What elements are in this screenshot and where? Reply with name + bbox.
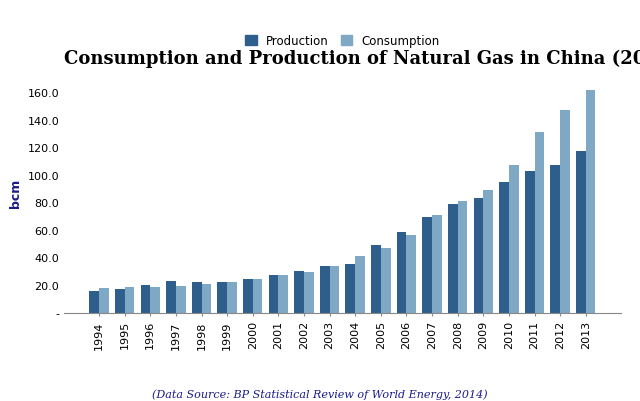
Bar [202,284,211,313]
Bar [381,249,390,313]
Bar [218,282,227,313]
Bar [99,288,109,313]
Bar [371,245,381,313]
Bar [509,166,518,313]
Bar [253,279,262,313]
Bar [346,265,355,313]
Bar [576,152,586,313]
Bar [192,282,202,313]
Bar [550,165,560,313]
Bar [483,190,493,313]
Bar [115,290,125,313]
Text: Consumption and Production of Natural Gas in China (2013): Consumption and Production of Natural Ga… [64,50,640,68]
Bar [397,232,406,313]
Bar [499,182,509,313]
Bar [304,273,314,313]
Bar [269,275,278,313]
Bar [560,111,570,313]
Bar [355,257,365,313]
Bar [227,283,237,313]
Bar [330,266,339,313]
Bar [150,287,160,313]
Bar [525,172,534,313]
Bar [422,218,432,313]
Bar [448,204,458,313]
Bar [90,291,99,313]
Bar [586,91,595,313]
Bar [278,275,288,313]
Legend: Production, Consumption: Production, Consumption [244,35,440,48]
Text: (Data Source: BP Statistical Review of World Energy, 2014): (Data Source: BP Statistical Review of W… [152,389,488,399]
Bar [406,236,416,313]
Bar [166,282,176,313]
Bar [294,271,304,313]
Bar [176,287,186,313]
Bar [474,199,483,313]
Bar [243,279,253,313]
Bar [458,202,467,313]
Bar [320,266,330,313]
Bar [125,288,134,313]
Y-axis label: bcm: bcm [9,178,22,207]
Bar [534,133,544,313]
Bar [432,216,442,313]
Bar [141,285,150,313]
